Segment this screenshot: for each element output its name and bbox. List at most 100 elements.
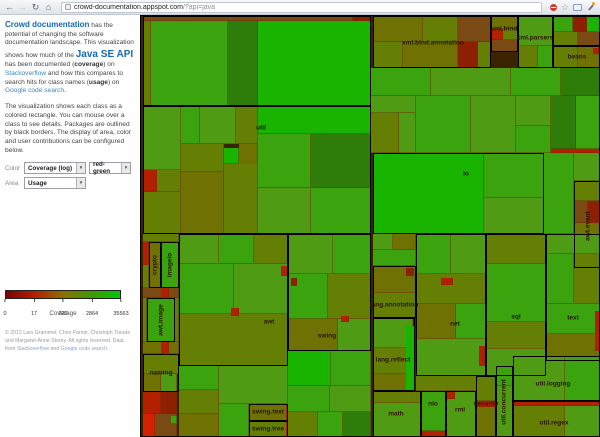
treemap-cell[interactable] [451,234,486,274]
treemap-cell[interactable] [496,366,513,386]
treemap-cell[interactable] [371,113,399,153]
treemap-cell[interactable] [538,46,553,68]
treemap-cell[interactable] [416,234,451,274]
treemap-cell[interactable] [179,234,219,264]
treemap-cell[interactable] [311,134,371,188]
treemap-cell[interactable] [288,412,318,436]
treemap-cell[interactable] [143,392,161,414]
treemap-cell[interactable] [544,153,574,234]
color-scheme-select[interactable]: red-green ▼ [89,161,131,175]
treemap-cell[interactable] [258,21,371,106]
treemap-cell[interactable] [518,46,538,68]
extension-window-icon[interactable] [573,3,582,11]
treemap-cell[interactable] [249,404,288,421]
treemap-cell[interactable] [224,164,258,234]
treemap-cell[interactable] [486,264,546,322]
treemap-cell[interactable] [513,356,565,401]
treemap-cell[interactable] [503,29,518,40]
treemap-cell[interactable] [373,250,416,266]
treemap-cell[interactable] [406,268,414,276]
treemap-cell[interactable] [143,414,155,436]
treemap-cell[interactable] [228,21,258,106]
treemap-cell[interactable] [179,314,288,366]
treemap-cell[interactable] [281,266,288,276]
treemap-cell[interactable] [288,319,338,351]
treemap-cell[interactable] [574,181,599,201]
treemap-cell[interactable] [311,188,371,234]
treemap-cell[interactable] [219,234,254,264]
treemap-cell[interactable] [373,293,416,318]
treemap-cell[interactable] [286,404,288,436]
treemap-cell[interactable] [513,406,565,436]
treemap-cell[interactable] [143,265,149,288]
treemap-cell[interactable] [200,106,236,144]
treemap-cell[interactable] [458,16,491,42]
treemap-cell[interactable] [423,16,458,42]
treemap-cell[interactable] [593,48,599,54]
treemap-cell[interactable] [576,96,599,149]
treemap-cell[interactable] [219,366,288,404]
treemap-cell[interactable] [516,96,551,126]
treemap-cell[interactable] [341,316,349,322]
treemap-cell[interactable] [333,234,371,274]
treemap-cell[interactable] [143,234,179,242]
treemap-cell[interactable] [431,68,511,96]
treemap-cell[interactable] [161,392,177,414]
treemap-cell[interactable] [511,68,561,96]
treemap-cell[interactable] [486,234,546,264]
treemap-cell[interactable] [179,366,219,390]
treemap-cell[interactable] [157,170,181,192]
treemap-cell[interactable] [476,407,496,436]
text-link[interactable]: Stackoverflow [16,346,50,353]
treemap-cell[interactable] [288,351,331,386]
treemap-visualization[interactable]: util io xml.bind.annotation xml.bind xml.par… [140,15,600,437]
treemap-cell[interactable] [234,264,288,314]
treemap-cell[interactable] [546,304,599,334]
text-link[interactable]: Google code search [5,87,65,95]
treemap-cell[interactable] [343,412,371,436]
treemap-cell[interactable] [561,68,599,96]
treemap-cell[interactable] [393,234,416,250]
treemap-cell[interactable] [179,264,234,314]
treemap-cell[interactable] [553,32,578,46]
wrench-menu-icon[interactable] [586,1,595,12]
treemap-cell[interactable] [458,42,478,68]
treemap-cell[interactable] [456,304,486,339]
address-bar[interactable]: crowd-documentation.appspot.com/?api=jav… [61,1,542,13]
treemap-cell[interactable] [151,21,228,106]
treemap-cell[interactable] [595,311,599,351]
treemap-cell[interactable] [171,416,177,424]
treemap-cell[interactable] [553,16,573,32]
treemap-cell[interactable] [254,234,288,264]
back-button[interactable]: ← [5,1,14,12]
treemap-cell[interactable] [399,113,416,153]
treemap-cell[interactable] [588,201,599,223]
treemap-cell[interactable] [578,32,599,46]
treemap-cell[interactable] [258,104,371,134]
treemap-cell[interactable] [291,278,297,286]
adblock-extension-icon[interactable] [549,3,557,11]
color-select[interactable]: Coverage (log) ▼ [24,162,86,175]
treemap-cell[interactable] [421,431,446,436]
treemap-cell[interactable] [565,356,599,401]
treemap-cell[interactable] [328,274,371,319]
treemap-cell[interactable] [143,374,161,392]
treemap-cell[interactable] [373,234,393,250]
treemap-cell[interactable] [288,386,330,412]
treemap-cell[interactable] [518,16,553,46]
treemap-cell[interactable] [143,106,181,170]
text-link[interactable]: Stackoverflow [5,70,47,77]
treemap-cell[interactable] [143,192,181,234]
treemap-cell[interactable] [330,386,371,412]
treemap-cell[interactable] [143,354,179,374]
treemap-cell[interactable] [318,412,343,436]
treemap-cell[interactable] [416,96,471,153]
treemap-cell[interactable] [143,242,149,265]
treemap-cell[interactable] [447,392,455,399]
treemap-cell[interactable] [476,376,496,401]
treemap-cell[interactable] [546,254,574,304]
treemap-cell[interactable] [478,42,491,68]
treemap-cell[interactable] [516,126,551,153]
treemap-cell[interactable] [161,288,169,298]
bookmark-star-icon[interactable]: ☆ [560,1,569,12]
